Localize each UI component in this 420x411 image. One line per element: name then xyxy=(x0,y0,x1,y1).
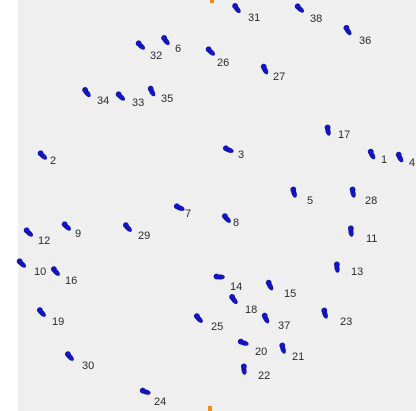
point-marker xyxy=(349,186,356,198)
point-marker xyxy=(135,40,146,50)
point-marker xyxy=(265,279,274,291)
point-label: 27 xyxy=(273,71,285,83)
point-label: 24 xyxy=(154,396,166,408)
point-label: 10 xyxy=(34,266,46,278)
point-marker xyxy=(333,261,340,273)
point-marker xyxy=(139,387,151,395)
point-marker xyxy=(61,221,72,231)
point-label: 31 xyxy=(248,12,260,24)
point-label: 32 xyxy=(150,50,162,62)
point-marker xyxy=(213,273,225,280)
point-marker xyxy=(82,87,91,98)
point-marker xyxy=(290,186,297,198)
point-marker xyxy=(347,225,354,237)
point-marker xyxy=(324,124,331,136)
point-label: 34 xyxy=(97,95,109,107)
point-marker xyxy=(50,266,60,276)
point-label: 8 xyxy=(233,217,239,229)
panel-background xyxy=(18,0,416,411)
point-label: 1 xyxy=(381,154,387,166)
point-marker xyxy=(205,46,216,56)
point-marker xyxy=(147,85,156,97)
point-marker xyxy=(229,294,238,305)
point-label: 17 xyxy=(338,129,350,141)
point-marker xyxy=(64,351,74,361)
point-label: 14 xyxy=(230,281,242,293)
point-marker xyxy=(161,35,170,46)
point-label: 30 xyxy=(82,360,94,372)
top-accent-mark xyxy=(210,0,214,3)
point-label: 33 xyxy=(132,97,144,109)
point-label: 2 xyxy=(50,155,56,167)
point-marker xyxy=(122,222,132,232)
point-marker xyxy=(222,145,234,153)
point-label: 5 xyxy=(307,195,313,207)
point-label: 36 xyxy=(359,35,371,47)
point-label: 18 xyxy=(245,304,257,316)
point-marker xyxy=(221,213,231,223)
point-label: 15 xyxy=(284,288,296,300)
point-label: 23 xyxy=(340,316,352,328)
point-label: 4 xyxy=(409,157,415,169)
point-marker xyxy=(37,150,48,160)
point-label: 29 xyxy=(138,230,150,242)
point-marker xyxy=(232,3,241,14)
point-marker xyxy=(395,151,404,163)
point-label: 20 xyxy=(255,346,267,358)
point-label: 21 xyxy=(292,351,304,363)
point-label: 37 xyxy=(278,320,290,332)
point-marker xyxy=(193,313,203,323)
point-label: 12 xyxy=(38,235,50,247)
point-marker xyxy=(321,307,328,319)
point-label: 16 xyxy=(65,275,77,287)
point-marker xyxy=(16,258,27,268)
point-marker xyxy=(115,91,126,101)
point-label: 11 xyxy=(366,233,377,245)
bottom-accent-mark xyxy=(208,406,212,411)
point-label: 26 xyxy=(217,57,229,69)
point-marker xyxy=(261,312,270,324)
point-label: 25 xyxy=(211,321,223,333)
point-label: 35 xyxy=(161,93,173,105)
point-label: 13 xyxy=(351,266,363,278)
point-label: 7 xyxy=(185,208,191,220)
point-label: 22 xyxy=(258,370,270,382)
point-marker xyxy=(343,24,352,36)
point-marker xyxy=(173,203,185,211)
point-marker xyxy=(279,342,286,354)
point-marker xyxy=(260,63,269,75)
point-marker xyxy=(36,307,46,317)
point-label: 19 xyxy=(52,316,64,328)
point-marker xyxy=(237,338,249,346)
point-label: 28 xyxy=(365,195,377,207)
point-label: 38 xyxy=(310,13,322,25)
point-marker xyxy=(367,148,376,160)
point-label: 9 xyxy=(75,228,81,240)
point-label: 6 xyxy=(175,43,181,55)
point-marker xyxy=(23,227,34,237)
point-label: 3 xyxy=(238,149,244,161)
point-marker xyxy=(294,3,305,13)
